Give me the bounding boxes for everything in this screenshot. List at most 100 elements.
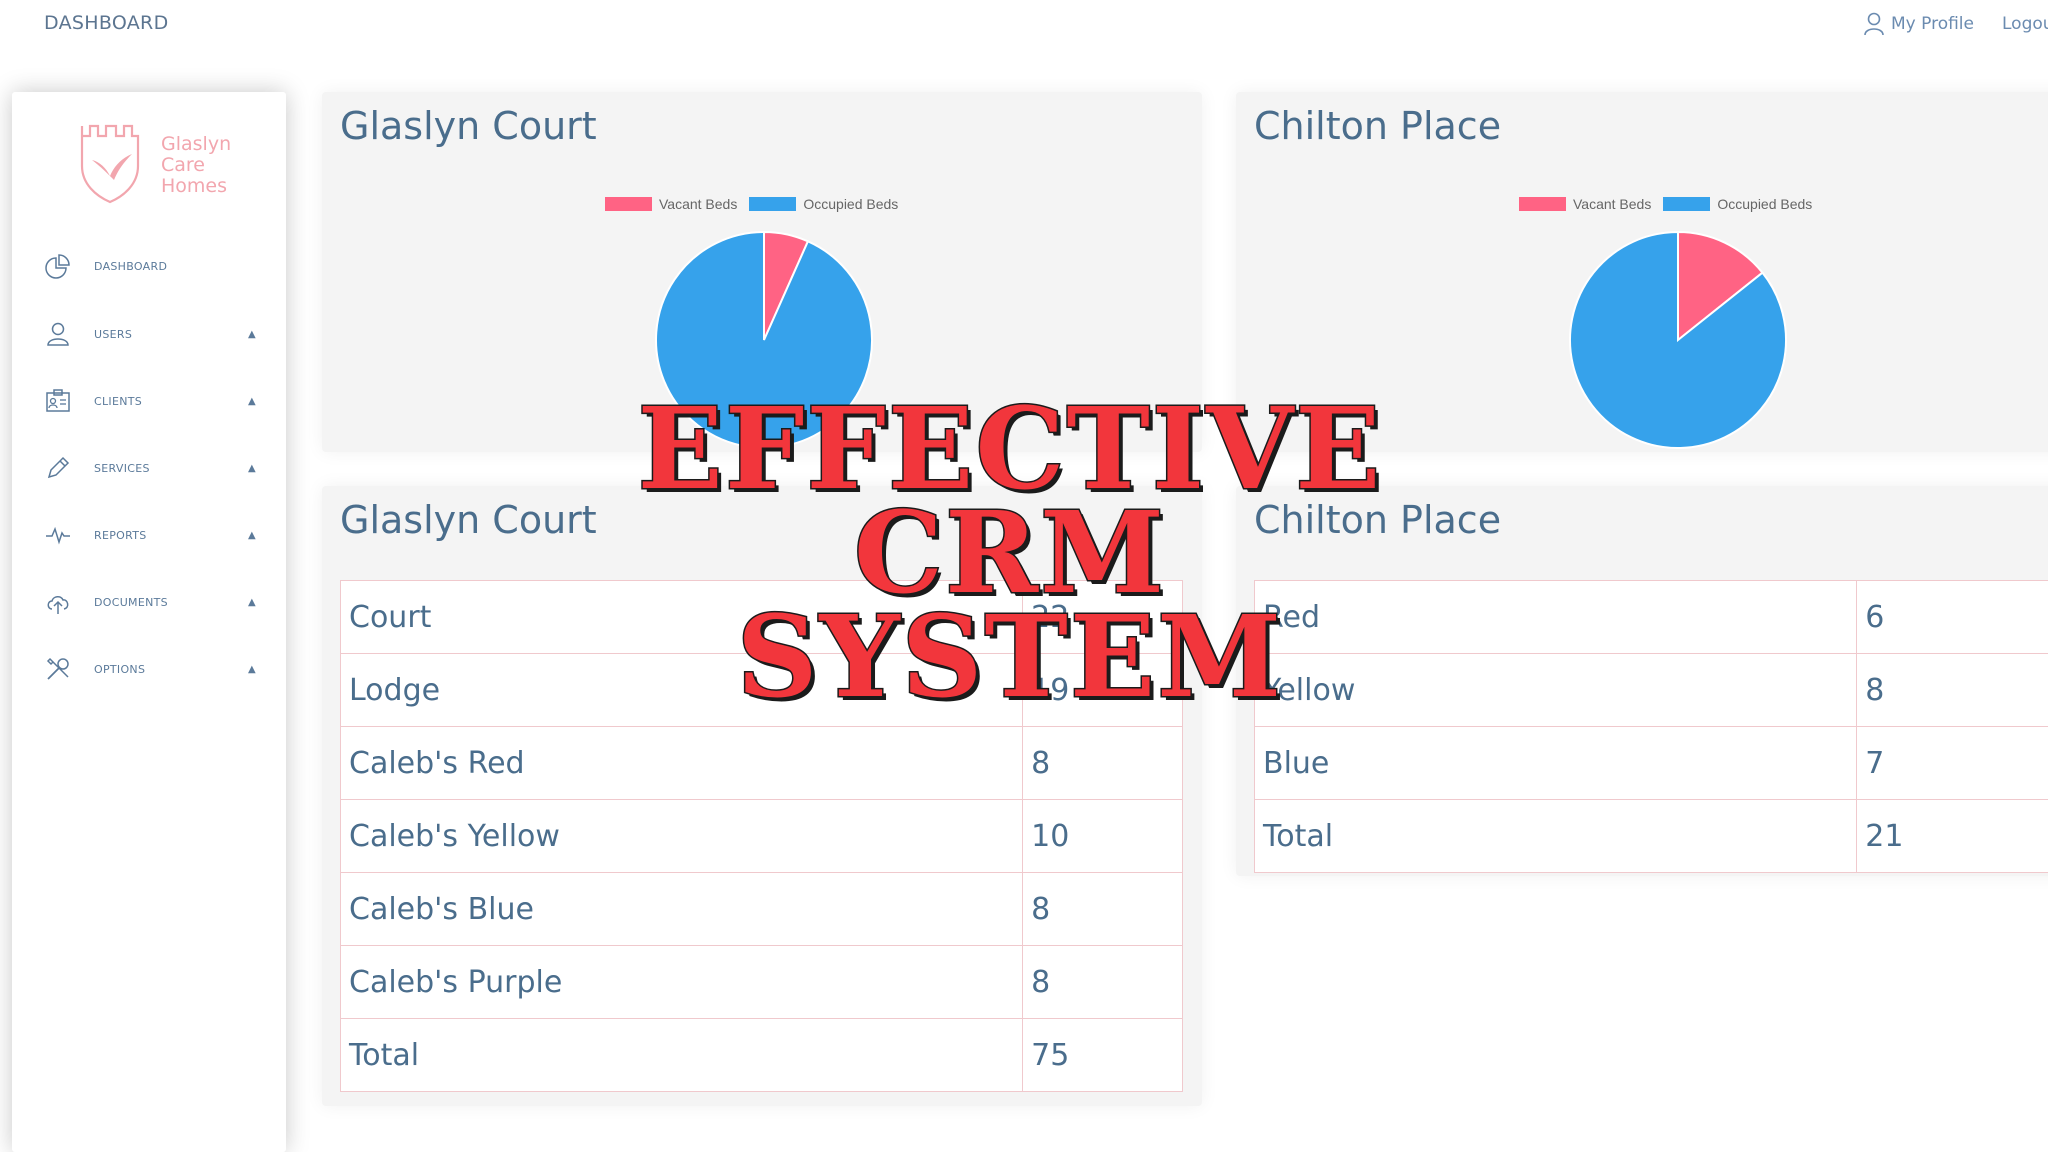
table-card-glaslyn: Glaslyn Court Court 22 Lodge 19 Caleb's Re… (322, 486, 1202, 1106)
logout-label: Logout (2002, 14, 2048, 34)
caret-up-icon[interactable]: ▲ (248, 596, 256, 608)
row-name: Total (1253, 799, 1858, 873)
table-row: Total 75 (339, 1018, 1183, 1092)
logout-link[interactable]: Logout (1996, 12, 2048, 36)
sidebar-item-label: CLIENTS (94, 394, 143, 408)
row-value: 21 (1856, 799, 2048, 873)
row-value: 8 (1022, 945, 1183, 1019)
sidebar-item-dashboard[interactable]: DASHBOARD (12, 244, 286, 288)
row-value: 75 (1022, 1018, 1183, 1092)
row-value: 10 (1022, 799, 1183, 873)
legend-item-vacant[interactable]: Vacant Beds (605, 196, 737, 212)
legend-label: Vacant Beds (1573, 196, 1652, 212)
row-value: 19 (1022, 653, 1183, 727)
top-bar: DASHBOARD My Profile Logout (0, 0, 2048, 50)
caret-up-icon[interactable]: ▲ (248, 328, 256, 340)
caret-up-icon[interactable]: ▲ (248, 395, 256, 407)
pie-slice-occupied[interactable] (655, 230, 873, 449)
brand-line-2: Care (161, 154, 205, 176)
sidebar-item-label: DOCUMENTS (94, 595, 168, 609)
row-value: 7 (1856, 726, 2048, 800)
pie-chart (1569, 230, 1787, 449)
table-row: Court 22 (339, 580, 1183, 654)
id-card-icon (46, 389, 70, 412)
pulse-icon (46, 526, 70, 545)
sidebar-item-services[interactable]: SERVICES ▲ (12, 446, 286, 490)
table-row: Caleb's Blue 8 (339, 872, 1183, 946)
table-card-chilton: Chilton Place Red 6 Yellow 8 Blue 7 Total 21 (1236, 486, 2048, 876)
legend-item-occupied[interactable]: Occupied Beds (1663, 196, 1812, 212)
row-name: Red (1253, 580, 1858, 654)
legend-swatch (605, 197, 652, 211)
legend-item-vacant[interactable]: Vacant Beds (1519, 196, 1651, 212)
row-value: 22 (1022, 580, 1183, 654)
table-row: Red 6 (1253, 580, 2048, 654)
table-row: Blue 7 (1253, 726, 2048, 800)
sidebar-item-label: OPTIONS (94, 662, 146, 676)
pie-slice-vacant[interactable] (1677, 230, 1764, 343)
sidebar-item-reports[interactable]: REPORTS ▲ (12, 513, 286, 557)
table-row: Caleb's Yellow 10 (339, 799, 1183, 873)
table-row: Yellow 8 (1253, 653, 2048, 727)
cloud-upload-icon (47, 596, 69, 614)
sidebar-item-label: REPORTS (94, 528, 147, 542)
pie-chart (655, 230, 873, 449)
row-name: Yellow (1253, 653, 1858, 727)
chart-legend: Vacant Beds Occupied Beds (605, 196, 910, 212)
beds-table-chilton: Red 6 Yellow 8 Blue 7 Total 21 (1253, 580, 2048, 873)
table-title: Glaslyn Court (340, 498, 597, 542)
chart-legend: Vacant Beds Occupied Beds (1519, 196, 1824, 212)
pencil-icon (47, 456, 70, 479)
table-row: Caleb's Purple 8 (339, 945, 1183, 1019)
caret-up-icon[interactable]: ▲ (248, 529, 256, 541)
chart-card-chilton: Chilton Place Vacant Beds Occupied Beds (1236, 92, 2048, 452)
user-icon (1864, 12, 1884, 36)
brand-line-1: Glaslyn (161, 133, 232, 155)
row-name: Blue (1253, 726, 1858, 800)
table-row: Caleb's Red 8 (339, 726, 1183, 800)
pie-slice-occupied[interactable] (1569, 230, 1787, 449)
page-title: DASHBOARD (44, 12, 169, 34)
sidebar-item-options[interactable]: OPTIONS ▲ (12, 647, 286, 691)
row-name: Caleb's Blue (339, 872, 1024, 946)
row-name: Caleb's Purple (339, 945, 1024, 1019)
sidebar-item-clients[interactable]: CLIENTS ▲ (12, 379, 286, 423)
legend-label: Occupied Beds (803, 196, 899, 212)
legend-swatch (1663, 197, 1711, 211)
table-title: Chilton Place (1254, 498, 1502, 542)
chart-title: Chilton Place (1254, 104, 1502, 148)
row-name: Caleb's Red (339, 726, 1024, 800)
legend-swatch (749, 197, 797, 211)
row-name: Court (339, 580, 1024, 654)
chart-card-glaslyn: Glaslyn Court Vacant Beds Occupied Beds (322, 92, 1202, 452)
row-name: Caleb's Yellow (339, 799, 1024, 873)
top-actions: My Profile Logout (1863, 8, 2048, 40)
table-row: Total 21 (1253, 799, 2048, 873)
table-row: Lodge 19 (339, 653, 1183, 727)
caret-up-icon[interactable]: ▲ (248, 462, 256, 474)
brand-logo[interactable]: Glaslyn Care Homes (76, 122, 236, 206)
row-value: 8 (1856, 653, 2048, 727)
legend-label: Vacant Beds (659, 196, 738, 212)
legend-swatch (1519, 197, 1566, 211)
brand-name: Glaslyn Care Homes (161, 134, 231, 197)
sidebar-item-users[interactable]: USERS ▲ (12, 312, 286, 356)
row-value: 8 (1022, 872, 1183, 946)
brand-line-3: Homes (161, 175, 228, 197)
castle-bird-logo (80, 124, 140, 204)
sidebar-item-documents[interactable]: DOCUMENTS ▲ (12, 580, 286, 624)
caret-up-icon[interactable]: ▲ (248, 663, 256, 675)
pie-chart-icon (45, 254, 70, 279)
my-profile-link[interactable]: My Profile (1863, 12, 1974, 36)
sidebar-item-label: SERVICES (94, 461, 150, 475)
beds-table-glaslyn: Court 22 Lodge 19 Caleb's Red 8 Caleb's Yel… (339, 580, 1183, 1092)
sidebar: Glaslyn Care Homes DASHBOARD USERS ▲ (12, 92, 286, 1152)
legend-label: Occupied Beds (1717, 196, 1813, 212)
legend-item-occupied[interactable]: Occupied Beds (749, 196, 898, 212)
row-value: 8 (1022, 726, 1183, 800)
tools-icon (46, 657, 69, 680)
row-value: 6 (1856, 580, 2048, 654)
row-name: Total (339, 1018, 1024, 1092)
sidebar-item-label: USERS (94, 327, 133, 341)
my-profile-label: My Profile (1891, 14, 1974, 34)
